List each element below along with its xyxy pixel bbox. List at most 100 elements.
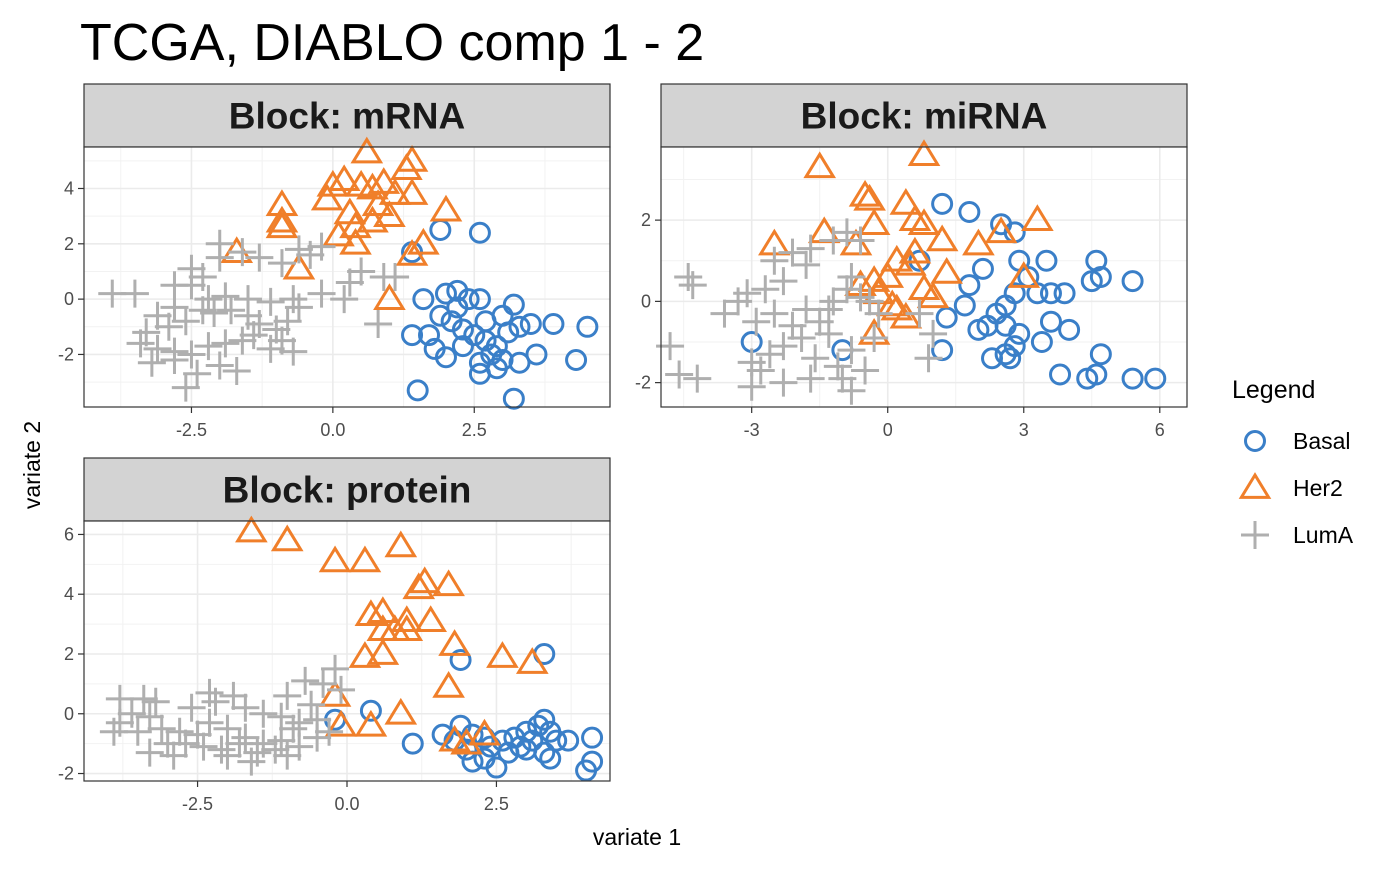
point-her2 xyxy=(486,641,519,668)
point-her2 xyxy=(235,515,268,543)
point-her2 xyxy=(803,151,837,179)
point-her2 xyxy=(408,566,442,594)
point-luma xyxy=(261,735,290,764)
point-her2 xyxy=(889,301,923,329)
point-luma xyxy=(307,232,336,261)
point-luma xyxy=(129,684,158,713)
point-basal xyxy=(431,723,454,746)
point-basal xyxy=(542,313,565,336)
point-luma xyxy=(919,319,948,348)
point-luma xyxy=(309,669,338,698)
point-luma xyxy=(710,299,739,328)
y-tick-label: -2 xyxy=(58,344,74,364)
point-her2 xyxy=(310,183,344,211)
point-basal xyxy=(519,313,542,336)
point-basal xyxy=(401,732,424,755)
point-her2 xyxy=(1021,204,1054,231)
point-basal xyxy=(525,343,548,366)
point-luma xyxy=(231,693,260,722)
y-axis-label: variate 2 xyxy=(19,421,45,509)
point-her2 xyxy=(366,638,400,665)
point-her2 xyxy=(894,248,927,276)
point-luma xyxy=(864,299,893,328)
point-her2 xyxy=(390,153,423,180)
point-her2 xyxy=(324,709,358,737)
point-basal xyxy=(958,201,981,223)
y-tick-label: 6 xyxy=(64,524,74,544)
point-luma xyxy=(315,717,344,746)
point-luma xyxy=(307,279,336,308)
point-her2 xyxy=(839,228,873,256)
point-her2 xyxy=(907,139,941,166)
point-luma xyxy=(249,699,278,728)
point-basal xyxy=(485,357,508,380)
point-luma xyxy=(823,352,852,381)
point-basal xyxy=(429,304,452,327)
point-luma xyxy=(837,376,866,405)
x-tick-label: 0.0 xyxy=(320,420,345,440)
panel-strip-mirna xyxy=(660,83,1188,148)
point-basal xyxy=(999,347,1022,370)
point-basal xyxy=(1121,270,1144,293)
point-basal xyxy=(527,714,550,737)
panel-strip-protein xyxy=(83,457,611,522)
x-tick-label: -2.5 xyxy=(176,420,207,440)
x-tick-label: 3 xyxy=(1019,420,1029,440)
point-basal xyxy=(491,304,514,327)
point-her2 xyxy=(356,172,389,200)
point-her2 xyxy=(366,596,400,624)
point-basal xyxy=(418,324,441,347)
point-basal xyxy=(1121,367,1144,390)
point-luma xyxy=(737,372,766,401)
point-basal xyxy=(468,221,491,244)
point-luma xyxy=(291,666,320,695)
point-luma xyxy=(189,732,218,761)
point-basal xyxy=(480,343,503,366)
point-luma xyxy=(205,243,234,272)
point-basal xyxy=(468,288,491,311)
point-luma xyxy=(837,336,866,365)
point-luma xyxy=(851,356,880,385)
point-luma xyxy=(364,310,393,339)
panel-mirna: Block: miRNA -3 0 3 6 -2 0 2 xyxy=(635,83,1188,440)
point-basal xyxy=(565,348,588,371)
point-luma xyxy=(99,717,128,746)
point-luma xyxy=(860,323,889,352)
point-luma xyxy=(279,714,308,743)
point-luma xyxy=(245,243,274,272)
point-luma xyxy=(123,717,152,746)
legend: Legend Basal Her2 LumA xyxy=(1232,376,1354,549)
point-basal xyxy=(508,351,531,374)
point-luma xyxy=(217,296,246,325)
point-basal xyxy=(953,294,976,317)
point-her2 xyxy=(348,545,382,573)
point-luma xyxy=(381,263,410,291)
point-basal xyxy=(359,699,382,722)
point-her2 xyxy=(265,211,299,239)
point-basal xyxy=(1080,270,1103,293)
point-luma xyxy=(769,368,798,397)
point-basal xyxy=(1039,282,1062,305)
point-luma xyxy=(285,708,314,737)
point-her2 xyxy=(916,281,950,309)
point-luma xyxy=(135,702,164,731)
panel-title-protein: Block: protein xyxy=(223,470,472,511)
point-her2 xyxy=(390,614,424,641)
y-tick-label: -2 xyxy=(635,373,651,393)
point-luma xyxy=(143,334,172,363)
x-tick-label: 6 xyxy=(1155,420,1165,440)
point-luma xyxy=(914,344,943,373)
point-luma xyxy=(195,708,224,737)
point-her2 xyxy=(889,187,923,215)
points-protein xyxy=(99,515,604,782)
point-luma xyxy=(905,299,934,328)
point-luma xyxy=(665,360,694,389)
point-luma xyxy=(787,323,816,352)
x-tick-label: 0.0 xyxy=(334,794,359,814)
point-luma xyxy=(188,296,217,325)
point-luma xyxy=(733,279,762,308)
panel-border-mrna xyxy=(83,146,611,408)
point-her2 xyxy=(395,178,429,205)
point-her2 xyxy=(407,227,440,255)
